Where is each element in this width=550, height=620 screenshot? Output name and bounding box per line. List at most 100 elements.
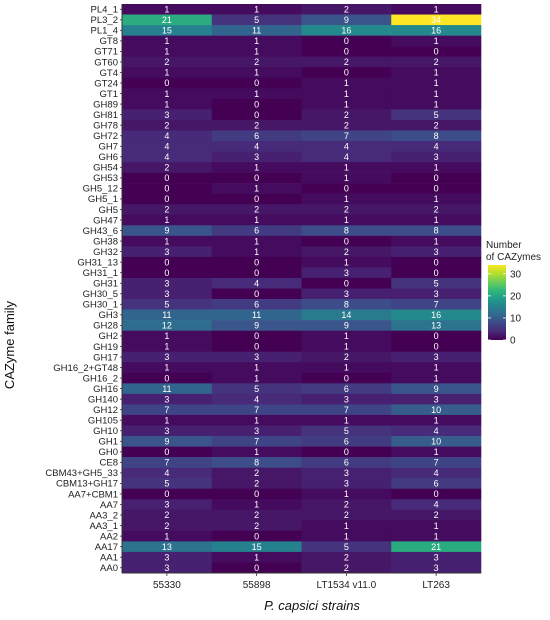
cell-value-label: 8 xyxy=(434,226,439,236)
heatmap-cell xyxy=(122,119,213,131)
heatmap-cell xyxy=(211,4,302,15)
heatmap-cell xyxy=(301,88,392,100)
heatmap-cell xyxy=(122,383,213,395)
cell-value-label: 0 xyxy=(164,257,169,267)
cell-value-label: 9 xyxy=(164,436,169,446)
cell-value-label: 2 xyxy=(344,57,349,67)
row-label: PL1_4 xyxy=(91,26,118,37)
heatmap-cell xyxy=(301,562,392,574)
heatmap-cell xyxy=(301,551,392,563)
row-label: AA3_2 xyxy=(89,510,118,521)
row-label: GH7 xyxy=(98,142,118,153)
heatmap-cell xyxy=(122,478,213,490)
heatmap-cell xyxy=(211,130,302,142)
cell-value-label: 1 xyxy=(254,552,259,562)
heatmap-cell xyxy=(122,499,213,511)
heatmap-cell xyxy=(391,320,482,331)
cell-value-label: 2 xyxy=(254,479,259,489)
heatmap-cell xyxy=(122,446,213,458)
heatmap-cell xyxy=(391,67,482,79)
heatmap-cell xyxy=(211,235,302,247)
row-label: GT71 xyxy=(94,47,118,58)
row-label: GH47 xyxy=(93,215,118,226)
legend-tick-label: 20 xyxy=(510,291,522,302)
heatmap-cell xyxy=(301,172,392,184)
cell-value-label: 0 xyxy=(254,99,259,109)
heatmap-cell xyxy=(391,393,482,405)
cell-value-label: 4 xyxy=(164,152,169,162)
cell-value-label: 2 xyxy=(344,552,349,562)
cell-value-label: 0 xyxy=(344,278,349,288)
heatmap-cell xyxy=(211,140,302,152)
heatmap-cell xyxy=(301,140,392,152)
heatmap-cell xyxy=(211,383,302,395)
heatmap-cell xyxy=(391,46,482,57)
heatmap-cell xyxy=(122,235,213,247)
row-label: GH10 xyxy=(93,426,118,437)
column-label: 55330 xyxy=(153,580,181,591)
row-label: GH53 xyxy=(93,173,118,184)
heatmap-cell xyxy=(301,351,392,363)
cell-value-label: 1 xyxy=(164,342,169,352)
heatmap-cell xyxy=(211,56,302,68)
cell-value-label: 8 xyxy=(344,300,349,310)
heatmap-cell xyxy=(391,372,482,384)
heatmap-cell xyxy=(301,67,392,79)
cell-value-label: 5 xyxy=(254,15,259,25)
cell-value-label: 1 xyxy=(434,215,439,225)
cell-value-label: 6 xyxy=(254,131,259,141)
cell-value-label: 1 xyxy=(164,4,169,14)
row-label: GH81 xyxy=(93,110,118,121)
heatmap-cell xyxy=(122,457,213,468)
row-label: CBM13+GH17 xyxy=(56,479,118,490)
cell-value-label: 16 xyxy=(431,26,441,36)
heatmap-cell xyxy=(122,467,213,479)
heatmap-cell xyxy=(301,436,392,447)
cell-value-label: 4 xyxy=(434,468,439,478)
cell-value-label: 5 xyxy=(164,300,169,310)
cell-value-label: 2 xyxy=(434,57,439,67)
heatmap-cell xyxy=(211,162,302,173)
heatmap-cell xyxy=(211,151,302,163)
cell-value-label: 1 xyxy=(434,521,439,531)
cell-value-label: 1 xyxy=(254,236,259,246)
heatmap-cell xyxy=(211,351,302,363)
heatmap-cell xyxy=(122,351,213,363)
heatmap-cell xyxy=(211,530,302,542)
cell-value-label: 14 xyxy=(341,310,351,320)
row-labels: PL4_1PL3_2PL1_4GT8GT71GT60GT4GT24GT1GH89… xyxy=(45,5,122,574)
heatmap-cell xyxy=(122,341,213,353)
heatmap-cell xyxy=(122,151,213,163)
cell-value-label: 2 xyxy=(434,120,439,130)
heatmap-cell xyxy=(391,204,482,216)
row-label: GH5 xyxy=(98,205,118,216)
heatmap-cell xyxy=(391,383,482,395)
heatmap-cell xyxy=(301,288,392,300)
heatmap-cell xyxy=(122,67,213,79)
cell-value-label: 1 xyxy=(164,68,169,78)
cell-value-label: 7 xyxy=(344,405,349,415)
cell-value-label: 2 xyxy=(164,163,169,173)
heatmap-cell xyxy=(301,457,392,468)
cell-value-label: 1 xyxy=(254,363,259,373)
heatmap-cell xyxy=(391,446,482,458)
heatmap-cell xyxy=(301,362,392,374)
heatmap-cell xyxy=(301,499,392,511)
row-label: GH31_1 xyxy=(83,268,118,279)
cell-value-label: 13 xyxy=(162,542,172,552)
row-label: GT4 xyxy=(100,68,118,79)
cell-value-label: 2 xyxy=(164,205,169,215)
heatmap-cell xyxy=(301,56,392,68)
cell-value-label: 1 xyxy=(434,447,439,457)
cell-value-label: 1 xyxy=(164,89,169,99)
row-label: GH5_1 xyxy=(88,194,118,205)
heatmap-cell xyxy=(122,25,213,36)
cell-value-label: 1 xyxy=(254,89,259,99)
heatmap-cell xyxy=(391,4,482,15)
cell-value-label: 11 xyxy=(252,26,261,36)
heatmap-cell xyxy=(122,204,213,216)
cell-value-label: 3 xyxy=(434,394,439,404)
cell-value-label: 0 xyxy=(434,257,439,267)
cell-value-label: 1 xyxy=(344,415,349,425)
row-label: GH2 xyxy=(98,331,118,342)
